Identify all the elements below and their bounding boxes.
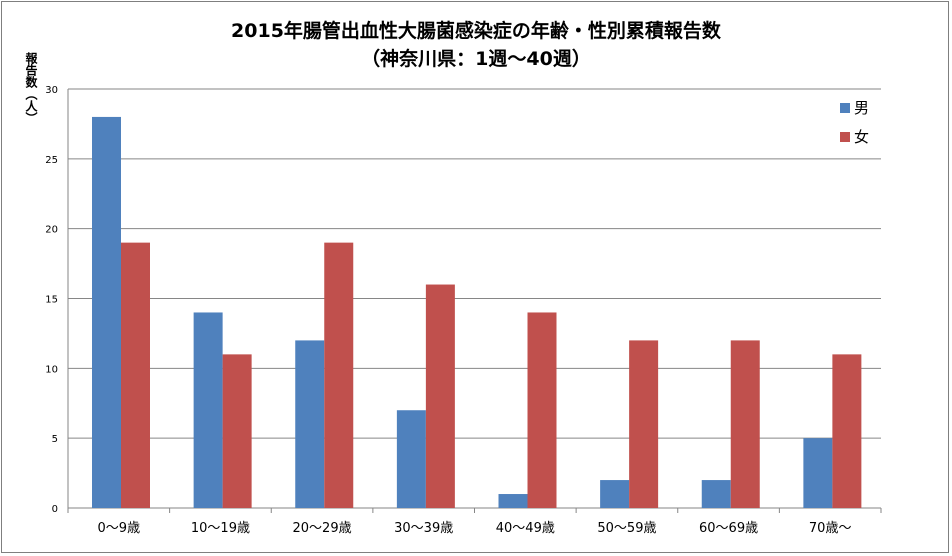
x-tick-label: 60～69歳 — [699, 521, 758, 536]
x-tick-label: 10～19歳 — [191, 521, 250, 536]
y-tick-label: 0 — [52, 504, 58, 515]
chart-title: 2015年腸管出血性大腸菌感染症の年齢・性別累積報告数 — [231, 20, 721, 42]
legend-label: 男 — [854, 99, 869, 117]
x-tick-label: 30～39歳 — [394, 521, 453, 536]
bar-female — [730, 340, 760, 508]
bar-male — [295, 340, 325, 508]
bar-male — [92, 116, 121, 508]
bar-female — [222, 354, 252, 508]
bar-female — [527, 312, 557, 508]
bar-female — [324, 242, 354, 508]
bar-female — [832, 354, 862, 508]
y-tick-label: 20 — [45, 225, 58, 236]
y-tick-label: 15 — [45, 295, 58, 306]
bar-female — [121, 242, 150, 508]
x-tick-label: 50～59歳 — [597, 521, 656, 536]
legend-swatch — [840, 103, 850, 113]
bar-male — [498, 494, 528, 508]
legend-swatch — [840, 132, 850, 142]
x-tick-label: 40～49歳 — [496, 521, 555, 536]
bar-female — [425, 284, 455, 508]
y-tick-label: 10 — [45, 364, 58, 375]
y-tick-label: 30 — [45, 85, 58, 96]
bar-male — [600, 480, 630, 508]
bar-male — [701, 480, 731, 508]
bar-male — [193, 312, 223, 508]
y-tick-label: 25 — [45, 155, 58, 166]
bar-female — [629, 340, 659, 508]
x-tick-label: 70歳～ — [809, 521, 852, 536]
x-tick-label: 20～29歳 — [293, 521, 352, 536]
bar-male — [396, 410, 426, 508]
x-tick-label: 0～9歳 — [98, 521, 141, 536]
chart-subtitle: （神奈川県：1週～40週） — [361, 48, 591, 70]
y-tick-label: 5 — [52, 434, 58, 445]
y-axis-label: 報告数（人） — [24, 52, 38, 124]
bar-male — [803, 438, 833, 508]
legend-label: 女 — [854, 128, 869, 146]
